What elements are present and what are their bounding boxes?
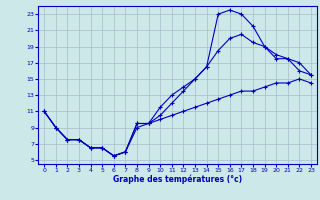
X-axis label: Graphe des températures (°c): Graphe des températures (°c) bbox=[113, 175, 242, 184]
